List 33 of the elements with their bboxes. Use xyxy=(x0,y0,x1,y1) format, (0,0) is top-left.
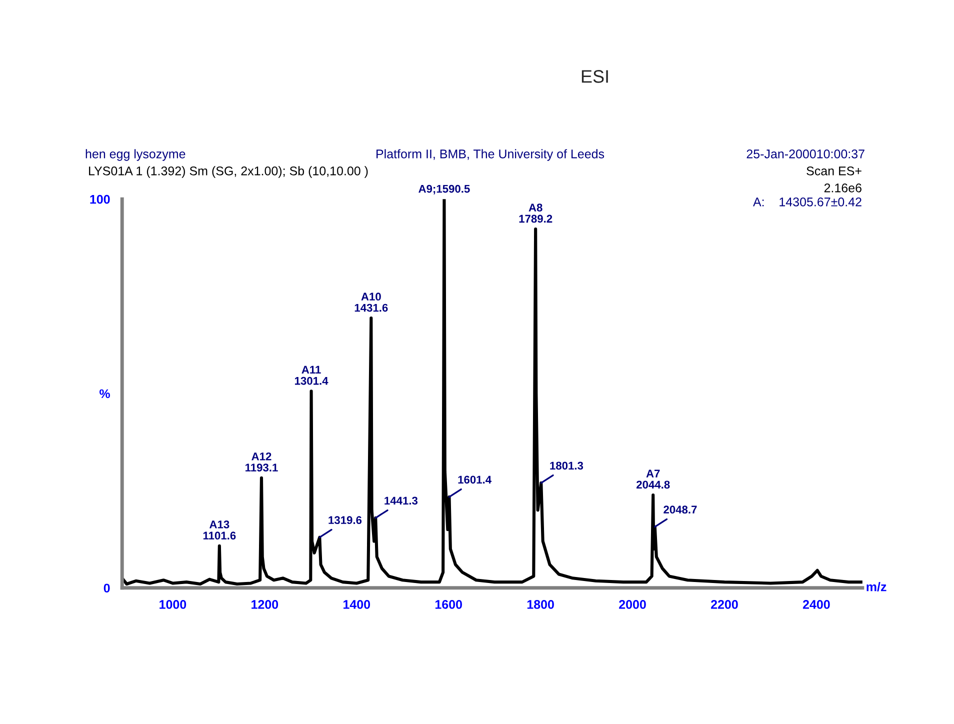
annotation: A13 1101.6 xyxy=(203,520,236,540)
annotation: 1601.4 xyxy=(458,476,492,484)
annotation: A12 1193.1 xyxy=(245,452,278,472)
y-tick-label: 0 xyxy=(104,584,110,593)
x-tick-label: 2400 xyxy=(802,600,830,609)
text: 2.16e6 xyxy=(824,184,862,192)
y-tick-label: 100 xyxy=(90,194,110,204)
annotation: 2048.7 xyxy=(664,506,697,514)
x-axis-title: m/z xyxy=(866,582,886,592)
x-tick-label: 1800 xyxy=(527,600,554,609)
annotation: 1801.3 xyxy=(550,462,584,470)
line-series xyxy=(122,199,862,586)
annotation: A8 1789.2 xyxy=(519,204,552,223)
x-tick-label: 2200 xyxy=(711,600,738,609)
annotation: 1441.3 xyxy=(384,496,418,505)
annotation: 1319.6 xyxy=(328,516,362,524)
y-tick-label: % xyxy=(100,389,110,398)
annotation: A7 2044.8 xyxy=(636,470,670,489)
x-tick-label: 1400 xyxy=(344,600,370,609)
chart-title: ESI xyxy=(582,70,608,83)
annotation: A11 1301.4 xyxy=(294,366,328,385)
text: Platform II, BMB, The University of Leeds xyxy=(376,149,604,161)
text: hen egg lysozyme xyxy=(86,149,186,161)
annotation: A: 14305.67±0.42 xyxy=(753,198,862,206)
annotation: A9;1590.5 xyxy=(418,184,470,194)
x-tick-label: 1600 xyxy=(435,600,462,609)
text: Scan ES+ xyxy=(806,166,862,176)
x-tick-label: 1000 xyxy=(160,600,186,609)
annotation: A10 1431.6 xyxy=(354,292,388,312)
text: LYS01A 1 (1.392) Sm (SG, 2x1.00); Sb (10,10.00 ) xyxy=(89,166,368,178)
x-tick-label: 1200 xyxy=(252,600,278,609)
x-tick-label: 2000 xyxy=(619,600,646,609)
text: 25-Jan-200010:00:37 xyxy=(746,150,864,158)
